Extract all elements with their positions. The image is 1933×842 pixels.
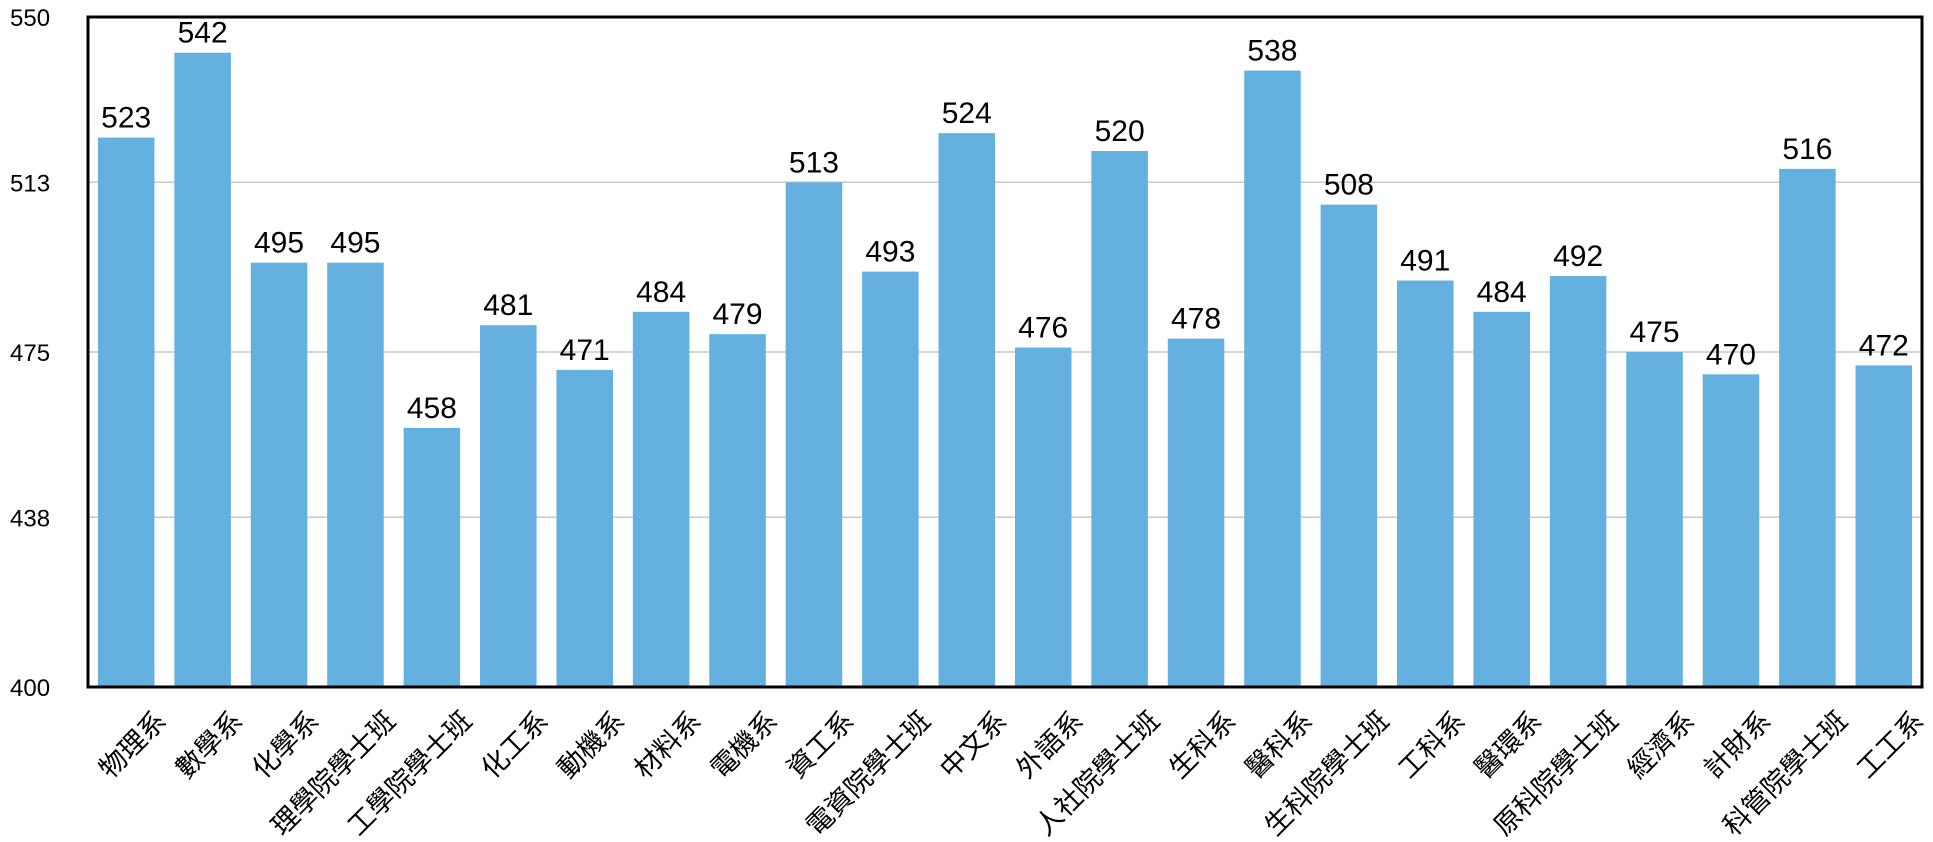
bar — [1855, 365, 1913, 687]
bar — [862, 271, 919, 687]
bar — [1167, 338, 1225, 687]
bar-value-label: 484 — [1477, 276, 1527, 309]
x-tick-label: 工工系 — [1851, 706, 1930, 785]
x-axis-labels: 物理系數學系化學系理學院學士班工學院學士班化工系動機系材料系電機系資工系電資院學… — [94, 706, 1931, 842]
bar — [556, 369, 613, 687]
bar — [1473, 311, 1530, 687]
bar — [1244, 70, 1301, 688]
y-tick-label: 400 — [10, 675, 50, 702]
bar — [97, 137, 155, 688]
bar — [1702, 374, 1760, 687]
bar — [480, 325, 537, 687]
grid-lines — [88, 181, 1922, 519]
bar-value-label: 476 — [1018, 312, 1068, 345]
y-tick-label: 475 — [10, 340, 50, 367]
bar — [327, 262, 384, 687]
bar — [174, 52, 231, 687]
value-labels: 523 542 495 495 458 481 471 484 479 513 493 524 476 5… — [101, 17, 1909, 425]
bar — [632, 311, 690, 687]
bar-value-label: 475 — [1630, 316, 1680, 349]
y-tick-label: 513 — [10, 170, 50, 197]
bar-value-label: 495 — [330, 227, 380, 260]
bar-value-label: 479 — [713, 298, 763, 331]
y-tick-label: 550 — [10, 5, 50, 32]
bar-value-label: 458 — [407, 392, 457, 425]
bar-value-label: 471 — [560, 334, 610, 367]
bar — [1626, 352, 1683, 687]
bar-value-label: 470 — [1706, 338, 1756, 371]
plot-frame — [86, 15, 1924, 689]
x-tick-label: 動機系 — [552, 706, 631, 785]
bar — [1014, 347, 1072, 687]
y-tick-label: 438 — [10, 505, 50, 532]
bar — [1779, 168, 1836, 687]
x-tick-label: 化工系 — [476, 706, 555, 785]
bar-value-label: 513 — [789, 146, 839, 179]
y-axis-ticks: 400 438 475 513 550 — [10, 5, 50, 702]
bar-value-label: 493 — [865, 236, 915, 269]
bar — [1397, 280, 1454, 687]
x-tick-label: 經濟系 — [1622, 706, 1701, 785]
bar — [1320, 204, 1378, 687]
bar-value-label: 492 — [1553, 240, 1603, 273]
bar-value-label: 491 — [1400, 245, 1450, 278]
x-tick-label: 物理系 — [94, 706, 173, 785]
bar-value-label: 538 — [1247, 35, 1297, 68]
bar — [403, 427, 461, 687]
bar — [785, 182, 843, 687]
x-tick-label: 材料系 — [628, 706, 707, 785]
bar — [250, 262, 308, 687]
x-tick-label: 中文系 — [934, 706, 1013, 785]
bar — [1549, 276, 1607, 687]
x-tick-label: 工科系 — [1393, 706, 1472, 785]
bar-value-label: 484 — [636, 276, 686, 309]
bar — [1091, 151, 1148, 687]
bar-value-label: 508 — [1324, 169, 1374, 202]
bar-value-label: 524 — [942, 97, 992, 130]
bar-value-label: 523 — [101, 102, 151, 135]
bar-value-label: 542 — [178, 17, 228, 50]
bar-value-label: 516 — [1782, 133, 1832, 166]
bars — [97, 52, 1913, 688]
bar — [709, 334, 766, 687]
bar — [938, 133, 996, 688]
x-tick-label: 數學系 — [170, 706, 249, 785]
bar-value-label: 472 — [1859, 329, 1909, 362]
bar-value-label: 495 — [254, 227, 304, 260]
bar-value-label: 520 — [1095, 115, 1145, 148]
x-tick-label: 生科系 — [1163, 706, 1242, 785]
x-tick-label: 電機系 — [705, 706, 784, 785]
bar-value-label: 481 — [483, 289, 533, 322]
bar-value-label: 478 — [1171, 303, 1221, 336]
